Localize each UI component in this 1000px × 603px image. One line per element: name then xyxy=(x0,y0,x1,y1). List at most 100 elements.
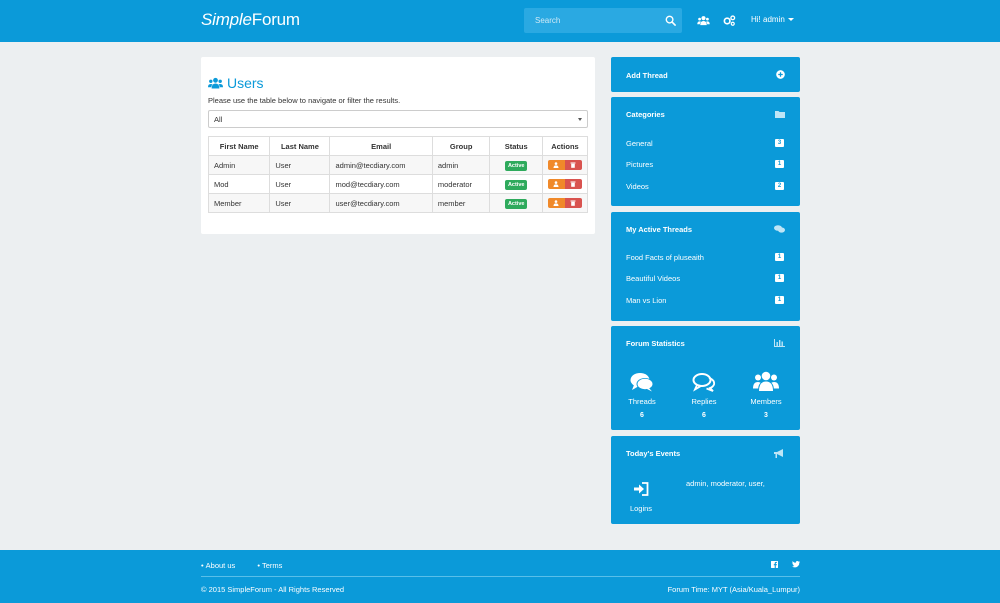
forum-time-text: Forum Time: MYT (Asia/Kuala_Lumpur) xyxy=(667,585,800,594)
logo-forum: Forum xyxy=(251,10,300,29)
active-thread-item[interactable]: Beautiful Videos xyxy=(626,274,681,283)
table-row[interactable]: Mod User mod@tecdiary.com moderator Acti… xyxy=(207,174,589,194)
page-footer: • About us • Terms © 2015 SimpleForum - Al… xyxy=(0,550,1000,603)
cell-status: Active xyxy=(489,174,543,194)
active-thread-item[interactable]: Man vs Lion xyxy=(626,296,667,305)
trash-icon xyxy=(570,162,576,168)
cell-status: Active xyxy=(489,155,543,175)
user-icon xyxy=(553,181,559,187)
cell-first-name: Admin xyxy=(207,155,271,175)
folder-icon xyxy=(775,111,785,118)
column-header-email[interactable]: Email xyxy=(329,136,433,156)
users-panel: Users Please use the table below to navi… xyxy=(201,57,595,234)
cell-email: user@tecdiary.com xyxy=(329,193,433,213)
todays-events-panel: Today's Events Logins admin, moderator, … xyxy=(611,436,800,524)
settings-icon[interactable] xyxy=(723,14,736,27)
stat-value: 6 xyxy=(640,412,644,419)
footer-link-terms[interactable]: • Terms xyxy=(257,561,292,570)
column-header-group[interactable]: Group xyxy=(431,136,491,156)
stat-label: Threads xyxy=(628,397,656,406)
logins-label: Logins xyxy=(629,504,653,513)
group-filter-select[interactable]: All xyxy=(208,110,588,128)
user-menu[interactable]: Hi! admin xyxy=(751,15,794,24)
table-row[interactable]: Member User user@tecdiary.com member Act… xyxy=(207,193,589,213)
forum-statistics-panel: Forum Statistics Threads 6 Replies 6 xyxy=(611,326,800,430)
page-description: Please use the table below to navigate o… xyxy=(208,96,401,105)
edit-user-button[interactable] xyxy=(547,179,565,189)
footer-links: • About us • Terms xyxy=(201,561,302,570)
column-header-last-name[interactable]: Last Name xyxy=(269,136,331,156)
footer-link-about[interactable]: • About us xyxy=(201,561,245,570)
cell-first-name: Member xyxy=(207,193,271,213)
users-icon xyxy=(208,77,223,89)
delete-user-button[interactable] xyxy=(564,160,582,170)
logins-users: admin, moderator, user, xyxy=(686,479,765,488)
cell-last-name: User xyxy=(269,155,331,175)
category-item-videos[interactable]: Videos xyxy=(626,182,649,191)
categories-panel: Categories General 3 Pictures 1 Videos 2 xyxy=(611,97,800,206)
cell-email: admin@tecdiary.com xyxy=(329,155,433,175)
facebook-icon[interactable] xyxy=(771,561,778,568)
status-badge: Active xyxy=(504,198,528,209)
delete-user-button[interactable] xyxy=(564,198,582,208)
comments-icon xyxy=(630,373,654,392)
comments-icon xyxy=(774,225,785,233)
thread-count-badge: 1 xyxy=(775,296,784,304)
category-count-badge: 2 xyxy=(775,182,784,190)
edit-user-button[interactable] xyxy=(547,160,565,170)
category-count-badge: 3 xyxy=(775,139,784,147)
page-title-text: Users xyxy=(227,75,264,91)
site-logo[interactable]: SimpleForum xyxy=(201,10,300,30)
status-badge: Active xyxy=(504,179,528,190)
category-count-badge: 1 xyxy=(775,160,784,168)
column-header-actions: Actions xyxy=(541,136,589,156)
footer-link-label: Terms xyxy=(261,561,283,570)
user-menu-label: Hi! admin xyxy=(751,15,785,24)
stat-threads: Threads 6 xyxy=(617,372,667,419)
search-input[interactable] xyxy=(524,8,664,33)
event-logins: Logins xyxy=(616,482,666,513)
delete-user-button[interactable] xyxy=(564,179,582,189)
twitter-icon[interactable] xyxy=(792,561,800,568)
bullhorn-icon xyxy=(774,449,783,458)
categories-title: Categories xyxy=(626,110,665,119)
cell-actions xyxy=(541,174,589,194)
cell-first-name: Mod xyxy=(207,174,271,194)
statistics-title: Forum Statistics xyxy=(626,339,685,348)
cell-group: moderator xyxy=(431,174,491,194)
add-thread-button[interactable]: Add Thread xyxy=(611,57,800,92)
stat-label: Replies xyxy=(691,397,717,406)
table-header-row: First Name Last Name Email Group Status … xyxy=(207,136,589,156)
table-row[interactable]: Admin User admin@tecdiary.com admin Acti… xyxy=(207,155,589,175)
cell-last-name: User xyxy=(269,193,331,213)
active-thread-item[interactable]: Food Facts of pluseaith xyxy=(626,253,704,262)
bar-chart-icon xyxy=(774,339,785,347)
thread-count-badge: 1 xyxy=(775,274,784,282)
category-item-pictures[interactable]: Pictures xyxy=(626,160,654,169)
users-icon[interactable] xyxy=(697,14,710,27)
bullet: • xyxy=(257,561,260,570)
user-icon xyxy=(553,162,559,168)
search-icon[interactable] xyxy=(665,15,676,26)
stat-value: 3 xyxy=(764,412,768,419)
category-item-general[interactable]: General xyxy=(626,139,653,148)
cell-group: admin xyxy=(431,155,491,175)
sign-in-icon xyxy=(633,482,648,496)
comments-outline-icon xyxy=(692,373,716,392)
cell-actions xyxy=(541,155,589,175)
column-header-status[interactable]: Status xyxy=(489,136,543,156)
stat-replies: Replies 6 xyxy=(679,372,729,419)
active-threads-panel: My Active Threads Food Facts of pluseait… xyxy=(611,212,800,321)
plus-circle-icon xyxy=(776,70,785,79)
cell-group: member xyxy=(431,193,491,213)
users-table: First Name Last Name Email Group Status … xyxy=(207,136,589,213)
cell-status: Active xyxy=(489,193,543,213)
active-threads-title: My Active Threads xyxy=(626,225,692,234)
social-links xyxy=(771,561,800,568)
search-box xyxy=(524,8,682,33)
thread-count-badge: 1 xyxy=(775,253,784,261)
chevron-down-icon xyxy=(578,118,582,121)
column-header-first-name[interactable]: First Name xyxy=(207,136,271,156)
stat-label: Members xyxy=(750,397,782,406)
edit-user-button[interactable] xyxy=(547,198,565,208)
